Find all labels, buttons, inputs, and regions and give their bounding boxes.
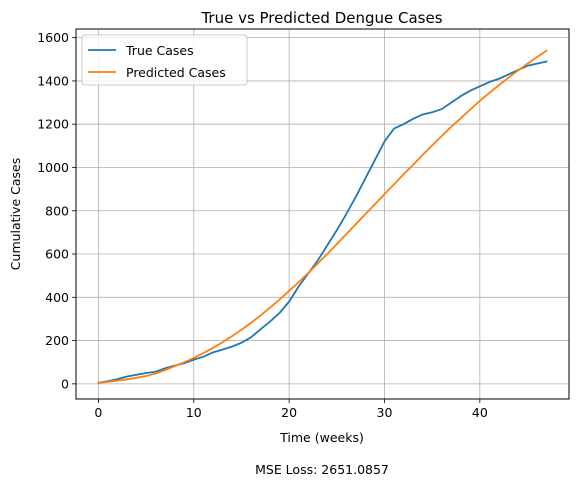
x-axis-label: Time (weeks) <box>279 430 364 445</box>
y-tick-label: 1200 <box>37 117 69 132</box>
grid <box>76 29 569 399</box>
legend-label-true-cases: True Cases <box>125 43 194 58</box>
legend-label-predicted-cases: Predicted Cases <box>126 65 226 80</box>
y-axis-label: Cumulative Cases <box>8 158 23 270</box>
y-tick-label: 200 <box>45 333 69 348</box>
legend: True Cases Predicted Cases <box>81 34 248 86</box>
x-tick-label: 0 <box>94 405 102 420</box>
y-tick-label: 0 <box>61 376 69 391</box>
y-tick-label: 600 <box>45 247 69 262</box>
mse-loss-annotation: MSE Loss: 2651.0857 <box>255 462 389 477</box>
x-tick-label: 10 <box>186 405 202 420</box>
plot-area-frame <box>75 28 570 400</box>
y-tick-label: 800 <box>45 203 69 218</box>
legend-box <box>81 34 248 86</box>
y-tick-label: 1000 <box>37 160 69 175</box>
y-tick-label: 1400 <box>37 73 69 88</box>
x-tick-label: 20 <box>281 405 297 420</box>
chart-title: True vs Predicted Dengue Cases <box>200 9 442 27</box>
series-lines <box>97 49 548 384</box>
series-line-predicted-cases <box>97 49 548 384</box>
y-tick-label: 1600 <box>37 30 69 45</box>
y-tick-label: 400 <box>45 290 69 305</box>
x-tick-label: 30 <box>377 405 393 420</box>
x-tick-label: 40 <box>472 405 488 420</box>
